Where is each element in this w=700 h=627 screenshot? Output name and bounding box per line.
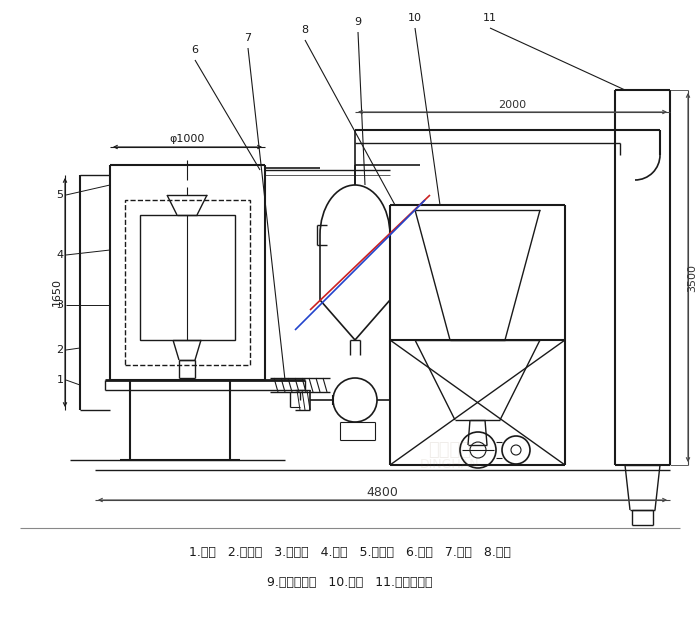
Text: 3: 3 xyxy=(57,300,64,310)
Text: φ1000: φ1000 xyxy=(170,134,205,144)
Text: 11: 11 xyxy=(483,13,497,23)
Text: 1.底座   2.回风道   3.激振器   4.筛网   5.进料斗   6.风机   7.绞龙   8.料仓: 1.底座 2.回风道 3.激振器 4.筛网 5.进料斗 6.风机 7.绞龙 8.… xyxy=(189,547,511,559)
Text: 9: 9 xyxy=(354,17,362,27)
Text: 7: 7 xyxy=(244,33,251,43)
Text: 2: 2 xyxy=(57,345,64,355)
Text: 1650: 1650 xyxy=(52,278,62,307)
Text: 10: 10 xyxy=(408,13,422,23)
Text: 金汉机械: 金汉机械 xyxy=(428,441,472,459)
Text: 6: 6 xyxy=(192,45,199,55)
Text: 8: 8 xyxy=(302,25,309,35)
Text: 3500: 3500 xyxy=(687,263,697,292)
Text: DINGHAN: DINGHAN xyxy=(420,458,480,472)
Text: 1: 1 xyxy=(57,375,64,385)
Text: 2000: 2000 xyxy=(498,100,526,110)
Text: 9.旋风分离器   10.支架   11.布袋除尘器: 9.旋风分离器 10.支架 11.布袋除尘器 xyxy=(267,576,433,589)
Text: 4: 4 xyxy=(57,250,64,260)
Bar xyxy=(140,215,235,340)
Text: 5: 5 xyxy=(57,190,64,200)
Bar xyxy=(125,200,250,365)
Text: 4800: 4800 xyxy=(367,487,398,500)
